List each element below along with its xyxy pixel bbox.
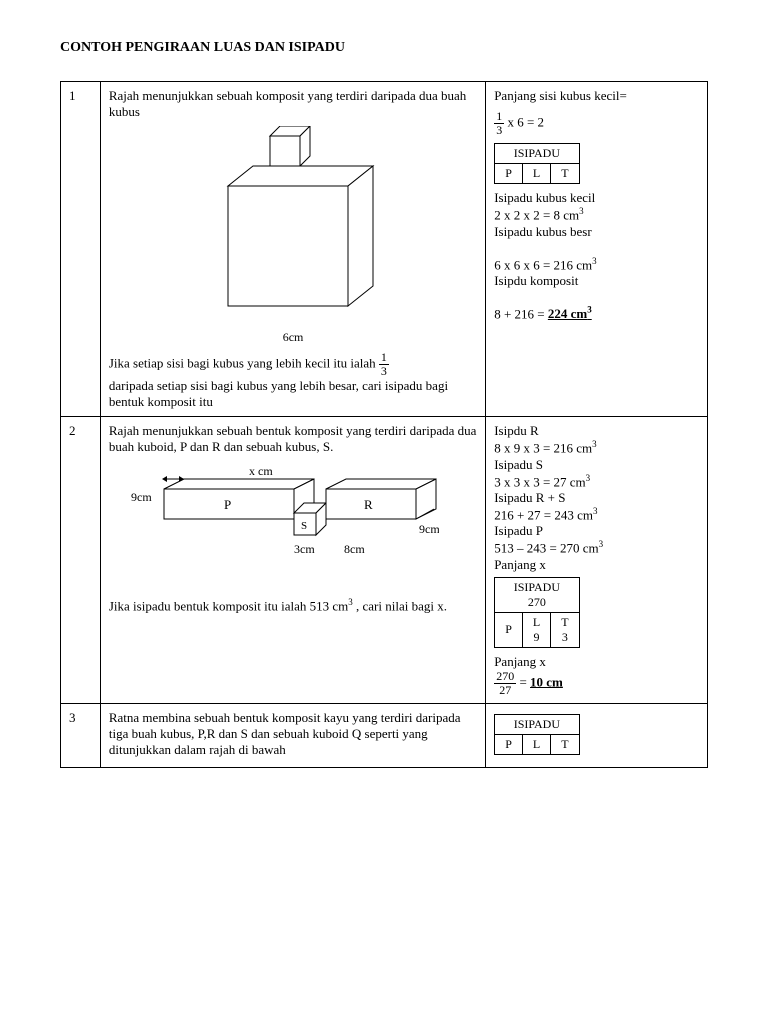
label-3cm: 3cm: [294, 542, 315, 556]
label-P: P: [224, 497, 231, 512]
q3-number: 3: [61, 704, 101, 768]
q2-intro: Rajah menunjukkan sebuah bentuk komposit…: [109, 423, 477, 455]
table-row: 2 Rajah menunjukkan sebuah bentuk kompos…: [61, 417, 708, 704]
q3-question: Ratna membina sebuah bentuk komposit kay…: [100, 704, 485, 768]
label-xcm: x cm: [249, 464, 273, 478]
q2-body: Jika isipadu bentuk komposit itu ialah 5…: [109, 597, 477, 614]
label-R: R: [364, 497, 373, 512]
q1-body1: Jika setiap sisi bagi kubus yang lebih k…: [109, 356, 376, 371]
q2-number: 2: [61, 417, 101, 704]
q1-dim: 6cm: [109, 330, 477, 345]
a2-s2: 3 x 3 x 3 = 27 cm3: [494, 473, 699, 490]
q1-body2: daripada setiap sisi bagi kubus yang leb…: [109, 378, 448, 409]
q3-intro: Ratna membina sebuah bentuk komposit kay…: [109, 710, 477, 758]
a1-l6: Isipdu komposit: [494, 273, 699, 289]
isipadu-table-1: ISIPADU PLT: [494, 143, 699, 184]
table-row: 3 Ratna membina sebuah bentuk komposit k…: [61, 704, 708, 768]
a2-rs2: 216 + 27 = 243 cm3: [494, 506, 699, 523]
a1-l7: 8 + 216 = 224 cm3: [494, 305, 699, 322]
a2-rs1: Isipadu R + S: [494, 490, 699, 506]
a1-l3: 2 x 2 x 2 = 8 cm3: [494, 206, 699, 223]
a2-p1: Isipadu P: [494, 523, 699, 539]
a2-px2: Panjang x: [494, 654, 699, 670]
a2-s1: Isipadu S: [494, 457, 699, 473]
a2-r2: 8 x 9 x 3 = 216 cm3: [494, 439, 699, 456]
label-S: S: [301, 520, 307, 532]
isipadu-table-3: ISIPADU PLT: [494, 714, 699, 755]
a1-l1: Panjang sisi kubus kecil=: [494, 88, 699, 104]
q2-answer: Isipdu R 8 x 9 x 3 = 216 cm3 Isipadu S 3…: [486, 417, 708, 704]
a2-final: 27027 = 10 cm: [494, 670, 699, 697]
table-row: 1 Rajah menunjukkan sebuah komposit yang…: [61, 82, 708, 417]
page-title: CONTOH PENGIRAAN LUAS DAN ISIPADU: [60, 40, 708, 56]
q1-body: Jika setiap sisi bagi kubus yang lebih k…: [109, 351, 477, 410]
a2-r1: Isipdu R: [494, 423, 699, 439]
q1-answer: Panjang sisi kubus kecil= 13 x 6 = 2 ISI…: [486, 82, 708, 417]
label-9cm-r: 9cm: [419, 522, 439, 536]
q2-question: Rajah menunjukkan sebuah bentuk komposit…: [100, 417, 485, 704]
a1-calc1: 13 x 6 = 2: [494, 110, 699, 137]
cube-diagram: 6cm: [109, 126, 477, 345]
q1-intro: Rajah menunjukkan sebuah komposit yang t…: [109, 88, 477, 120]
q3-answer: ISIPADU PLT: [486, 704, 708, 768]
a1-l4: Isipadu kubus besr: [494, 224, 699, 240]
label-9cm-l: 9cm: [131, 490, 152, 504]
a1-l2: Isipadu kubus kecil: [494, 190, 699, 206]
worksheet-table: 1 Rajah menunjukkan sebuah komposit yang…: [60, 81, 708, 768]
isipadu-table-2: ISIPADU270 PL9T3: [494, 577, 699, 648]
a2-px: Panjang x: [494, 557, 699, 573]
fraction-icon: 13: [379, 351, 389, 378]
cuboid-diagram: x cm 9cm: [109, 461, 477, 575]
q1-number: 1: [61, 82, 101, 417]
q1-question: Rajah menunjukkan sebuah komposit yang t…: [100, 82, 485, 417]
a1-l5: 6 x 6 x 6 = 216 cm3: [494, 256, 699, 273]
a2-p2: 513 – 243 = 270 cm3: [494, 539, 699, 556]
label-8cm: 8cm: [344, 542, 365, 556]
